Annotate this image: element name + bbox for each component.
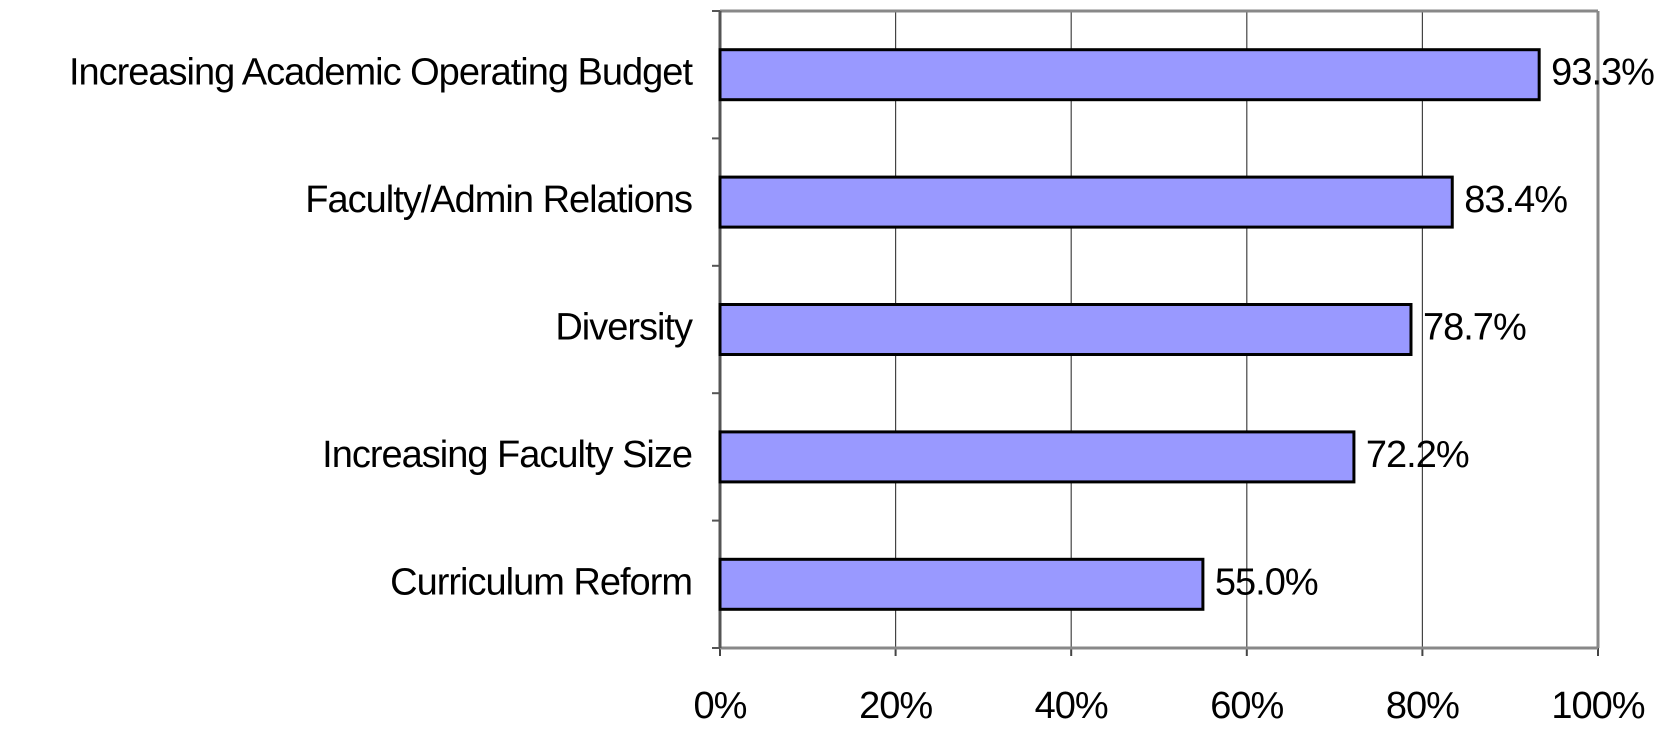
x-tick-label: 0% [694,685,747,727]
data-label: 78.7% [1423,307,1526,349]
bar [718,557,1205,611]
y-tick-label: Diversity [555,307,693,349]
y-tick-label: Increasing Faculty Size [322,434,692,476]
bar [718,303,1413,356]
x-tick-label: 20% [859,685,932,727]
bar [718,430,1356,484]
bar [718,175,1454,229]
data-label: 55.0% [1215,561,1318,603]
x-tick-label: 40% [1035,685,1108,727]
y-tick-label: Faculty/Admin Relations [305,179,692,221]
data-label: 83.4% [1464,179,1567,221]
x-tick-label: 80% [1386,685,1459,727]
y-tick-label: Curriculum Reform [390,561,692,603]
bar [718,48,1541,102]
data-label: 72.2% [1366,434,1469,476]
y-tick-label: Increasing Academic Operating Budget [69,52,694,94]
x-tick-label: 100% [1551,685,1644,727]
x-tick-label: 60% [1210,685,1283,727]
data-label: 93.3% [1551,52,1654,94]
